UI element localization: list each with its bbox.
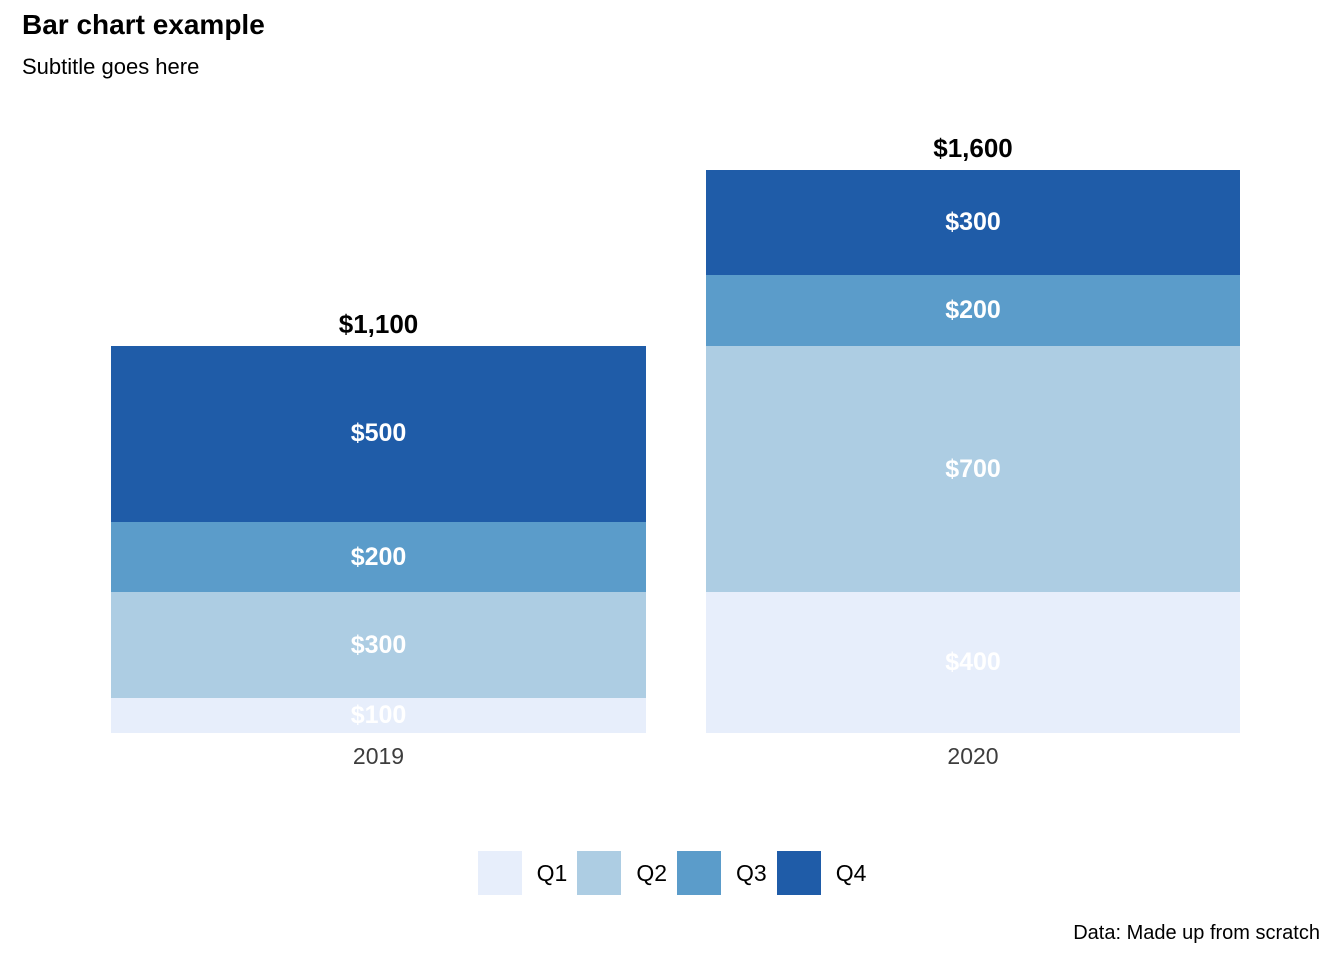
legend-label-q4: Q4 (835, 859, 867, 886)
legend: Q1 Q2 Q3 Q4 (0, 851, 1344, 895)
stacked-bar-2019: $100 $300 $200 $500 (111, 345, 646, 733)
bar-total-label-2020: $1,600 (933, 132, 1013, 163)
x-axis-label-2019: 2019 (352, 743, 405, 769)
bar-segment-2020-q2: $700 (706, 345, 1240, 593)
legend-label-q1: Q1 (536, 859, 568, 886)
bar-segment-2019-q3: $200 (111, 521, 646, 593)
legend-swatch-q1 (477, 851, 522, 895)
legend-label-q2: Q2 (636, 859, 667, 886)
legend-item-q3: Q3 (677, 851, 767, 895)
chart-subtitle: Subtitle goes here (22, 54, 200, 79)
bar-segment-2019-q2: $300 (111, 592, 646, 698)
legend-swatch-q3 (677, 851, 721, 895)
stacked-bar-2020: $400 $700 $200 $300 (706, 169, 1240, 733)
legend-item-q4: Q4 (776, 851, 867, 895)
legend-item-q2: Q2 (577, 851, 667, 895)
chart-title: Bar chart example (22, 9, 265, 40)
x-axis-label-2020: 2020 (947, 743, 999, 769)
bar-total-label-2019: $1,100 (338, 308, 419, 339)
bar-segment-2019-q1: $100 (111, 697, 646, 733)
legend-label-q3: Q3 (736, 859, 767, 886)
bar-segment-2019-q4: $500 (111, 345, 646, 522)
bar-segment-2020-q3: $200 (706, 275, 1240, 346)
bar-segment-2020-q1: $400 (706, 592, 1240, 733)
legend-swatch-q4 (776, 851, 821, 895)
chart-caption: Data: Made up from scratch (1073, 922, 1320, 944)
bar-segment-2020-q4: $300 (706, 169, 1240, 276)
legend-item-q1: Q1 (477, 851, 568, 895)
legend-swatch-q2 (577, 851, 622, 895)
